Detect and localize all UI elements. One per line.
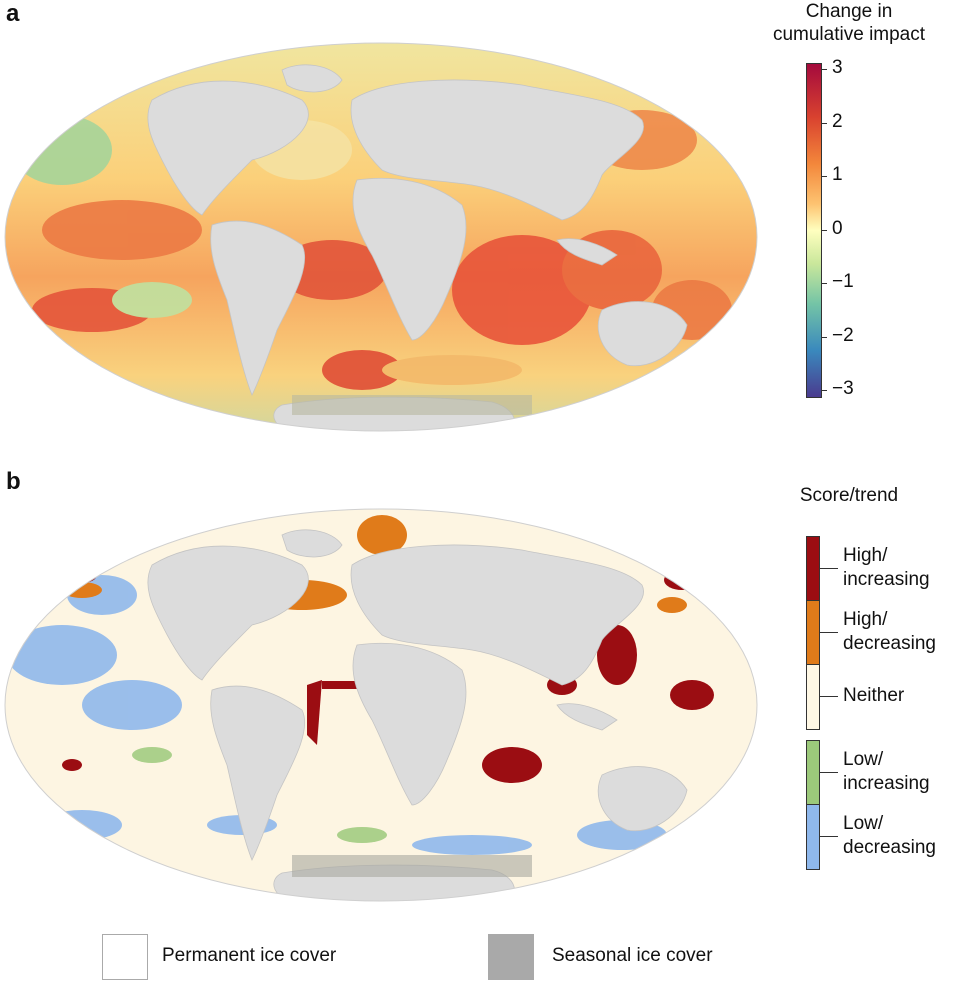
seasonal-ice-swatch [488, 934, 534, 980]
colorbar-title-line2: cumulative impact [772, 24, 926, 45]
score-trend-tick [820, 772, 838, 773]
score-trend-swatch [806, 600, 820, 666]
panel-a-label: a [6, 0, 20, 27]
permanent-ice-swatch [102, 934, 148, 980]
colorbar-tick-label: 2 [832, 110, 843, 132]
score-trend-label: Neither [843, 685, 905, 706]
score-trend-swatch [806, 804, 820, 870]
colorbar-tick-label: 3 [832, 57, 843, 78]
colorbar [806, 63, 822, 398]
score-trend-label: High/decreasing [843, 609, 936, 654]
colorbar-tick-mark [821, 176, 827, 177]
panel-b-label: b [6, 468, 21, 495]
colorbar-tick-label: 0 [832, 217, 843, 239]
land-a [147, 64, 688, 431]
score-trend-label: Low/increasing [843, 749, 930, 794]
seasonal-ice-label: Seasonal ice cover [552, 945, 713, 966]
colorbar-tick-label: −3 [832, 378, 854, 399]
colorbar-tick-label: −2 [832, 324, 854, 346]
colorbar-tick-label: 1 [832, 164, 843, 185]
colorbar-title: Change in cumulative impact [738, 0, 960, 46]
score-trend-label: High/increasing [843, 545, 930, 590]
score-trend-tick [820, 568, 838, 569]
colorbar-title-line1: Change in [805, 1, 893, 22]
colorbar-tick-mark [821, 229, 827, 231]
permanent-ice-label: Permanent ice cover [162, 945, 337, 966]
score-trend-swatch [806, 740, 820, 806]
land-b [147, 529, 688, 901]
seasonal-ice-a [292, 395, 532, 415]
score-trend-swatch [806, 536, 820, 602]
score-trend-title: Score/trend [799, 485, 899, 506]
low-increasing-patches [132, 747, 387, 843]
score-trend-label: Low/decreasing [843, 813, 936, 858]
map-change-cumulative-impact [4, 42, 758, 432]
score-trend-swatch [806, 664, 820, 730]
colorbar-tick-mark [821, 122, 827, 124]
score-trend-tick [820, 836, 838, 837]
colorbar-tick-mark [821, 336, 827, 338]
colorbar-tick-mark [821, 69, 827, 70]
colorbar-tick-mark [821, 283, 827, 284]
colorbar-tick-label: −1 [832, 271, 854, 292]
map-score-trend [4, 508, 758, 902]
score-trend-tick [820, 632, 838, 633]
seasonal-ice-b [292, 855, 532, 877]
score-trend-tick [820, 696, 838, 697]
colorbar-tick-mark [821, 390, 827, 391]
